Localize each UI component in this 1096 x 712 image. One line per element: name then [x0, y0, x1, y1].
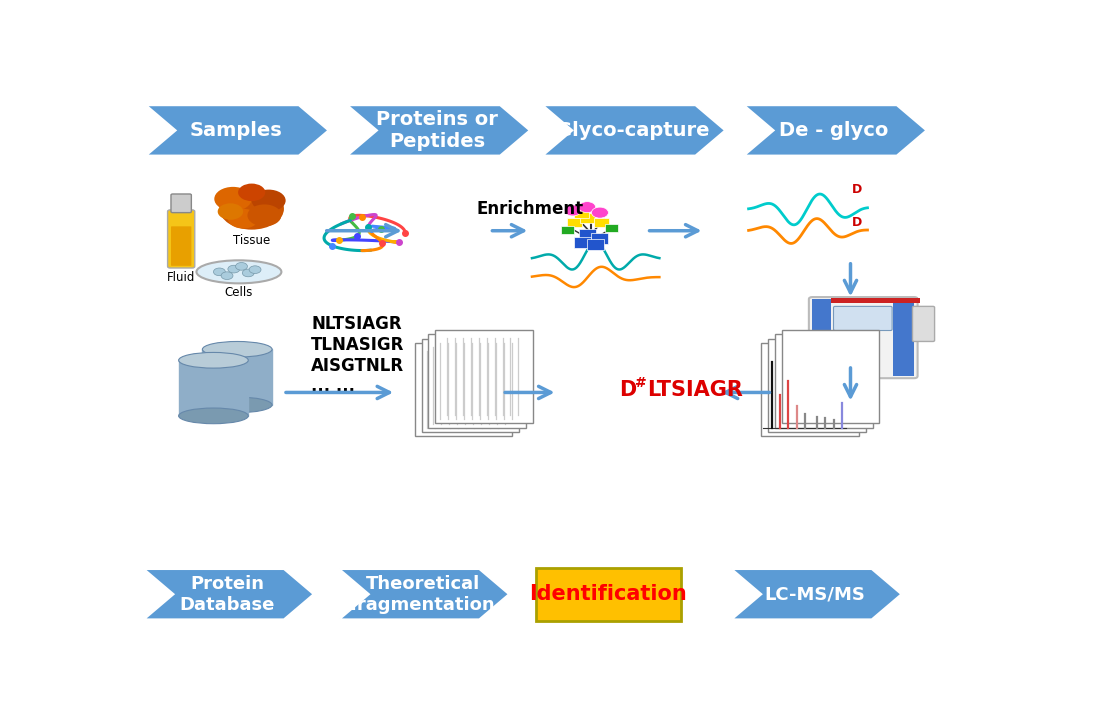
Text: LTSIAGR: LTSIAGR — [647, 379, 742, 399]
FancyBboxPatch shape — [768, 339, 866, 432]
Ellipse shape — [196, 261, 282, 283]
Polygon shape — [543, 105, 726, 156]
FancyBboxPatch shape — [594, 218, 609, 227]
Text: ... ...: ... ... — [311, 377, 355, 395]
Circle shape — [242, 269, 254, 277]
FancyBboxPatch shape — [812, 299, 831, 376]
Text: #: # — [635, 376, 647, 390]
FancyBboxPatch shape — [561, 226, 574, 234]
FancyBboxPatch shape — [762, 343, 859, 436]
Text: Cells: Cells — [225, 286, 253, 299]
Text: LC-MS/MS: LC-MS/MS — [765, 585, 866, 603]
Polygon shape — [339, 569, 509, 619]
Text: Identification: Identification — [529, 585, 687, 604]
Circle shape — [579, 201, 596, 213]
Text: D: D — [853, 183, 863, 196]
Text: D: D — [853, 216, 863, 229]
Circle shape — [564, 205, 581, 216]
FancyBboxPatch shape — [775, 335, 872, 427]
FancyBboxPatch shape — [893, 299, 914, 376]
Text: De - glyco: De - glyco — [779, 121, 889, 140]
FancyBboxPatch shape — [536, 568, 681, 621]
Text: Tissue: Tissue — [233, 234, 271, 247]
FancyBboxPatch shape — [435, 330, 533, 423]
Polygon shape — [744, 105, 926, 156]
Text: Proteins or
Peptides: Proteins or Peptides — [376, 110, 498, 151]
Ellipse shape — [179, 408, 249, 424]
FancyBboxPatch shape — [422, 339, 520, 432]
FancyBboxPatch shape — [579, 229, 596, 240]
Text: Protein
Database: Protein Database — [180, 575, 275, 614]
Text: Glyco-capture: Glyco-capture — [556, 121, 709, 140]
Ellipse shape — [179, 352, 249, 368]
Text: NLTSIAGR: NLTSIAGR — [311, 315, 402, 333]
Circle shape — [238, 184, 265, 201]
Circle shape — [841, 337, 878, 361]
Circle shape — [592, 207, 608, 218]
FancyBboxPatch shape — [573, 208, 589, 218]
FancyBboxPatch shape — [171, 194, 192, 213]
FancyBboxPatch shape — [831, 298, 921, 303]
Text: AISGTNLR: AISGTNLR — [311, 357, 404, 375]
Text: Samples: Samples — [190, 121, 282, 140]
FancyBboxPatch shape — [429, 335, 526, 427]
Circle shape — [218, 204, 243, 220]
Ellipse shape — [203, 342, 272, 357]
FancyBboxPatch shape — [580, 213, 595, 223]
Circle shape — [215, 187, 252, 211]
Polygon shape — [146, 105, 329, 156]
Text: TLNASIGR: TLNASIGR — [311, 336, 404, 354]
FancyBboxPatch shape — [605, 224, 618, 232]
FancyBboxPatch shape — [567, 218, 582, 227]
Polygon shape — [203, 350, 272, 405]
FancyBboxPatch shape — [168, 210, 195, 268]
Ellipse shape — [203, 397, 272, 413]
Text: Theoretical
fragmentation: Theoretical fragmentation — [350, 575, 495, 614]
Circle shape — [249, 266, 261, 273]
FancyBboxPatch shape — [833, 306, 892, 330]
FancyBboxPatch shape — [414, 343, 513, 436]
FancyBboxPatch shape — [592, 234, 608, 244]
FancyBboxPatch shape — [574, 237, 592, 248]
Circle shape — [228, 266, 240, 273]
Circle shape — [221, 272, 233, 280]
Circle shape — [847, 341, 871, 356]
FancyBboxPatch shape — [913, 306, 935, 342]
Circle shape — [228, 209, 259, 229]
FancyBboxPatch shape — [809, 297, 917, 378]
FancyBboxPatch shape — [781, 330, 879, 423]
Circle shape — [248, 204, 282, 226]
FancyBboxPatch shape — [587, 239, 604, 250]
Polygon shape — [179, 360, 249, 416]
Circle shape — [236, 263, 248, 270]
Polygon shape — [732, 569, 901, 619]
Text: D: D — [619, 379, 637, 399]
FancyBboxPatch shape — [171, 226, 192, 266]
Polygon shape — [144, 569, 313, 619]
Polygon shape — [347, 105, 529, 156]
Circle shape — [219, 188, 284, 230]
Text: Fluid: Fluid — [167, 271, 195, 284]
Circle shape — [252, 189, 286, 211]
Circle shape — [214, 268, 226, 276]
Text: Enrichment: Enrichment — [477, 200, 584, 219]
